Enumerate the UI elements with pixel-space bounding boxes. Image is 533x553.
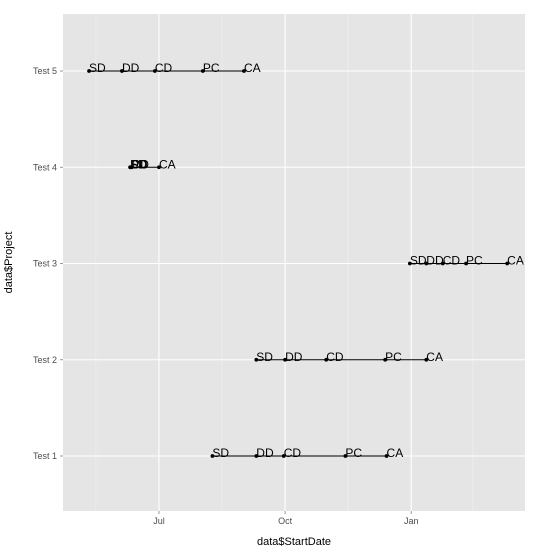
- point-label-test-5-ca: CA: [244, 61, 261, 75]
- point-test-3-sd: [407, 261, 412, 266]
- point-test-5-ca: [242, 69, 246, 73]
- point-label-test-4-dd: DD: [130, 157, 148, 171]
- point-test-2-cd: [324, 357, 329, 362]
- point-test-1-dd: [254, 454, 259, 458]
- point-label-test-4-cd: CD: [132, 157, 150, 171]
- grid-minor: [95, 14, 474, 511]
- point-label-test-1-pc: PC: [345, 446, 362, 460]
- point-label-test-3-sd: SD: [410, 254, 427, 268]
- x-tick-label-jul: Jul: [153, 516, 165, 526]
- point-label-test-2-pc: PC: [385, 350, 402, 364]
- point-test-4-pc: [129, 165, 134, 170]
- point-label-test-5-sd: SD: [89, 61, 106, 75]
- y-tick-label-test-5: Test 5: [33, 66, 57, 76]
- point-test-1-cd: [281, 454, 286, 458]
- point-label-test-1-ca: CA: [387, 446, 404, 460]
- point-label-test-2-ca: CA: [426, 350, 443, 364]
- point-test-3-dd: [424, 261, 429, 266]
- point-test-2-dd: [283, 357, 287, 362]
- x-tick-label-jan: Jan: [404, 516, 419, 526]
- point-test-1-pc: [343, 454, 348, 458]
- y-tick-label-test-3: Test 3: [33, 259, 57, 269]
- point-label-test-1-sd: SD: [212, 446, 229, 460]
- point-test-3-cd: [440, 261, 445, 266]
- point-label-test-4-pc: PC: [132, 157, 149, 171]
- x-tick-label-oct: Oct: [278, 516, 293, 526]
- point-label-test-4-ca: CA: [159, 157, 176, 171]
- y-axis: Test 1 Test 2 Test 3 Test 4 Test 5: [33, 66, 63, 461]
- point-test-5-sd: [87, 69, 91, 73]
- point-label-test-2-cd: CD: [326, 350, 344, 364]
- point-test-1-sd: [210, 454, 215, 458]
- point-test-2-sd: [254, 357, 259, 362]
- point-label-test-5-pc: PC: [203, 61, 220, 75]
- series-points: [87, 69, 510, 458]
- point-label-test-3-cd: CD: [443, 254, 461, 268]
- y-axis-title: data$Project: [3, 232, 15, 294]
- point-test-2-pc: [383, 357, 388, 362]
- point-label-test-5-cd: CD: [155, 61, 173, 75]
- y-tick-label-test-2: Test 2: [33, 355, 57, 365]
- point-label-test-3-dd: DD: [426, 254, 444, 268]
- point-label-test-1-dd: DD: [256, 446, 274, 460]
- point-label-test-2-sd: SD: [256, 350, 273, 364]
- point-label-test-3-ca: CA: [507, 254, 524, 268]
- point-label-test-3-pc: PC: [466, 254, 483, 268]
- point-test-1-ca: [384, 454, 389, 458]
- x-axis: Jul Oct Jan: [153, 511, 418, 526]
- y-tick-label-test-1: Test 1: [33, 451, 57, 461]
- point-label-test-1-cd: CD: [284, 446, 302, 460]
- x-axis-title: data$StartDate: [257, 536, 331, 548]
- point-test-2-ca: [424, 357, 429, 362]
- plot-panel: [63, 14, 525, 511]
- point-label-test-4-sd: SD: [130, 157, 147, 171]
- point-test-4-ca: [157, 165, 161, 170]
- point-label-test-2-dd: DD: [285, 350, 303, 364]
- point-test-5-dd: [120, 69, 124, 73]
- point-test-5-cd: [152, 69, 157, 73]
- point-test-5-pc: [200, 69, 205, 73]
- y-tick-label-test-4: Test 4: [33, 162, 57, 172]
- point-test-3-pc: [464, 261, 468, 266]
- point-test-3-ca: [505, 261, 510, 266]
- point-label-test-5-dd: DD: [122, 61, 140, 75]
